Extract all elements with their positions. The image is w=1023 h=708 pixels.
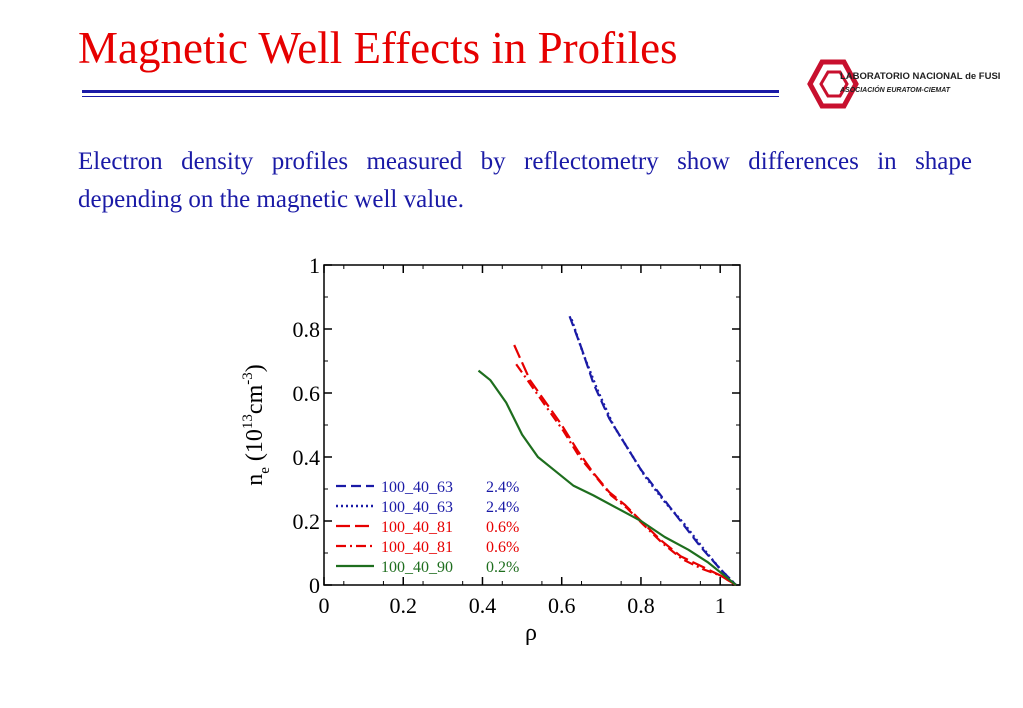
- title-rule-thick: [82, 90, 779, 93]
- legend: 100_40_63 2.4% 100_40_63 2.4% 100_40_81 0.6% 1…: [336, 479, 519, 576]
- y-tick-label: 0.6: [293, 381, 321, 406]
- x-tick-label: 0.6: [548, 593, 576, 618]
- series-line-1: [568, 315, 737, 586]
- series-line-5: [477, 369, 737, 586]
- series-line-2: [570, 319, 737, 586]
- y-tick-label: 0.2: [293, 509, 321, 534]
- y-axis-label: ne (1013cm-3): [240, 364, 273, 486]
- x-tick-label: 0: [319, 593, 330, 618]
- legend-series-name: 100_40_81: [381, 539, 453, 556]
- ylabel-unit: cm: [242, 384, 268, 414]
- x-tick-label: 0.4: [469, 593, 497, 618]
- series-line-3: [513, 344, 737, 586]
- x-axis-label: ρ: [525, 620, 537, 646]
- legend-series-name: 100_40_81: [381, 519, 453, 536]
- ylabel-sup1: 13: [240, 414, 256, 429]
- y-tick-label: 0: [309, 573, 320, 598]
- logo-ciemat: LABORATORIO NACIONAL de FUSIÓN ASOCIACIÓ…: [807, 59, 1000, 109]
- logo-emblem-inner: [819, 70, 849, 98]
- x-tick-label: 0.8: [627, 593, 655, 618]
- legend-series-name: 100_40_63: [381, 499, 453, 516]
- legend-series-name: 100_40_90: [381, 559, 453, 576]
- ylabel-subscript: e: [257, 467, 273, 474]
- ylabel-sup2: -3: [240, 372, 256, 385]
- slide-body-text: Electron density profiles measured by re…: [78, 148, 972, 213]
- series-line-4: [515, 363, 737, 586]
- logo-line2: ASOCIACIÓN EURATOM-CIEMAT: [839, 85, 951, 94]
- slide-title: Magnetic Well Effects in Profiles: [78, 23, 678, 73]
- legend-series-well: 2.4%: [486, 479, 519, 496]
- y-tick-label: 1: [309, 253, 320, 278]
- x-tick-label: 1: [715, 593, 726, 618]
- y-tick-label: 0.4: [293, 445, 321, 470]
- ylabel-base: n: [242, 474, 268, 486]
- logo-line1: LABORATORIO NACIONAL de FUSIÓN: [840, 70, 1000, 82]
- tick-labels: 0 0.2 0.4 0.6 0.8 1 0 0.2 0.4 0.6 0.8 1: [293, 253, 726, 618]
- series-lines: [477, 315, 737, 586]
- legend-series-well: 2.4%: [486, 499, 519, 516]
- legend-series-well: 0.2%: [486, 559, 519, 576]
- plot-frame: [323, 264, 741, 586]
- legend-series-well: 0.6%: [486, 539, 519, 556]
- logo-emblem-outer: [807, 59, 859, 109]
- title-rule-thin: [82, 96, 779, 97]
- legend-series-well: 0.6%: [486, 519, 519, 536]
- x-tick-label: 0.2: [389, 593, 417, 618]
- axis-ticks: [323, 264, 741, 586]
- y-tick-label: 0.8: [293, 317, 321, 342]
- legend-series-name: 100_40_63: [381, 479, 453, 496]
- ylabel-close: ): [242, 364, 268, 372]
- ylabel-open: (10: [242, 429, 268, 467]
